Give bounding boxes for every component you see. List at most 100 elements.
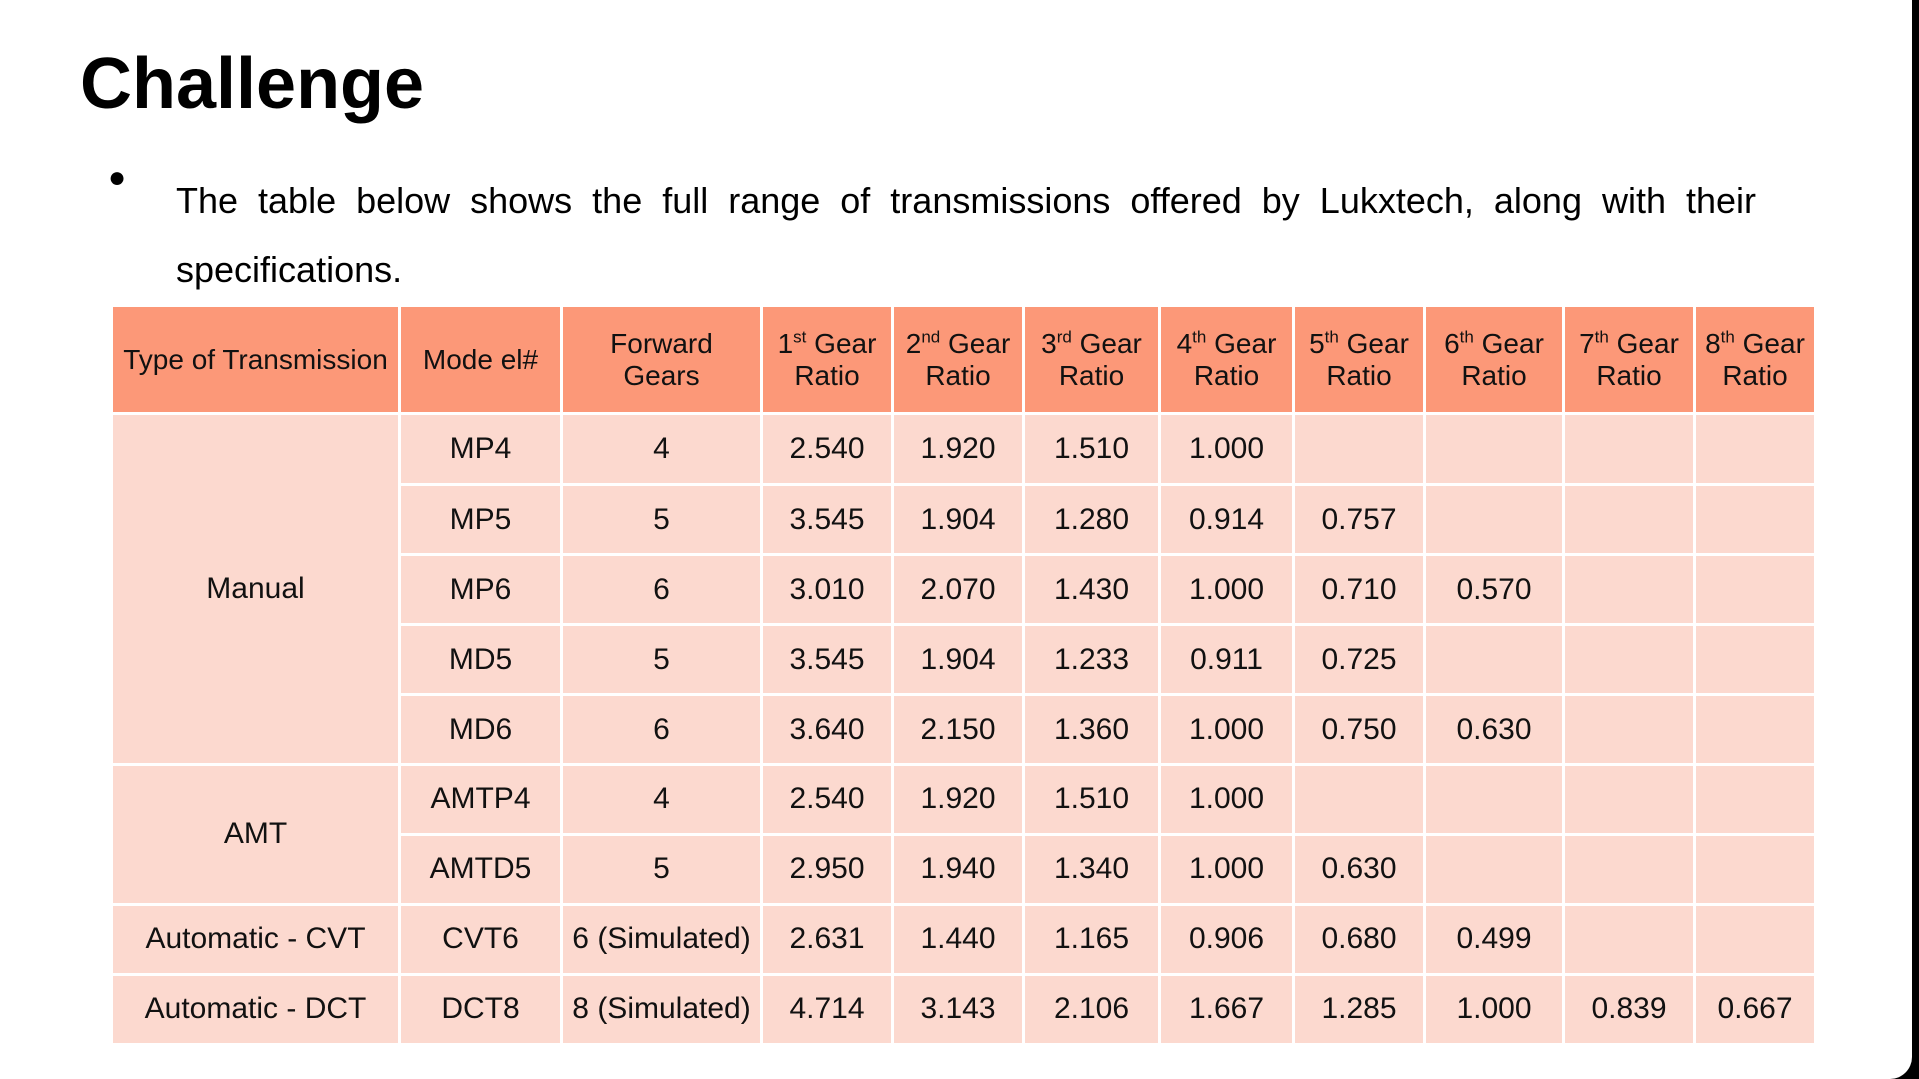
- gear-ratio-cell: 0.499: [1423, 902, 1565, 976]
- column-header: 4th Gear Ratio: [1158, 304, 1295, 415]
- column-header-tail: Gear Ratio: [1058, 327, 1142, 391]
- table-row: Automatic - DCT DCT8 8 (Simulated) 4.714 3.1…: [110, 972, 1817, 1047]
- transmission-table: Type of Transmission Mode el# Forward Gears…: [110, 304, 1817, 1047]
- transmission-type-cell: Automatic - CVT: [110, 902, 401, 976]
- gear-ratio-cell: [1423, 763, 1565, 836]
- gear-ratio-cell: 1.340: [1022, 832, 1161, 906]
- model-cell: MP6: [398, 553, 563, 627]
- gear-ratio-cell: 4.714: [760, 972, 894, 1047]
- column-header-ordinal: th: [1594, 327, 1609, 347]
- gear-ratio-cell: 1.233: [1022, 623, 1161, 697]
- gear-ratio-cell: 0.710: [1292, 553, 1426, 627]
- gear-ratio-cell: 2.631: [760, 902, 894, 976]
- column-header-ordinal: th: [1459, 327, 1474, 347]
- column-header-tail: Gear Ratio: [925, 327, 1011, 391]
- gear-ratio-cell: [1423, 623, 1565, 697]
- table-row: AMT AMTP4 4 2.540 1.920 1.510 1.000: [110, 763, 1817, 906]
- column-header-tail: Gear Ratio: [794, 327, 877, 391]
- table-header-row: Type of Transmission Mode el# Forward Gears…: [110, 304, 1817, 415]
- table-row: Automatic - CVT CVT6 6 (Simulated) 2.631 1.4…: [110, 902, 1817, 976]
- column-header: 3rd Gear Ratio: [1022, 304, 1161, 415]
- table-row: MD5 5 3.545 1.904 1.233 0.911 0.725: [112, 623, 1817, 697]
- column-header-label: Type of Transmission: [123, 343, 388, 375]
- transmission-type-cell: AMT: [110, 763, 401, 906]
- column-header-tail: Gear Ratio: [1596, 327, 1679, 391]
- forward-gears-cell: 6: [560, 553, 763, 627]
- gear-ratio-cell: [1562, 623, 1696, 697]
- column-header-label: Mode el#: [422, 343, 539, 375]
- gear-ratio-cell: 0.680: [1292, 902, 1426, 976]
- gear-ratio-cell: [1562, 693, 1696, 766]
- gear-ratio-cell: [1693, 902, 1817, 976]
- column-header-ordinal: nd: [921, 327, 941, 347]
- gear-ratio-cell: [1562, 411, 1696, 487]
- gear-ratio-cell: 1.000: [1158, 693, 1295, 766]
- column-header-ordinal: th: [1720, 327, 1735, 347]
- gear-ratio-cell: 1.280: [1022, 483, 1161, 557]
- column-header: 8th Gear Ratio: [1693, 304, 1817, 415]
- column-header-tail: Gear Ratio: [1193, 327, 1277, 391]
- column-header-label: 4: [1176, 327, 1193, 359]
- gear-ratio-cell: 1.430: [1022, 553, 1161, 627]
- column-header-tail: Gear Ratio: [1722, 327, 1805, 391]
- gear-ratio-cell: 3.545: [760, 483, 894, 557]
- gear-ratio-cell: 2.150: [891, 693, 1025, 766]
- model-cell: AMTD5: [398, 832, 563, 906]
- forward-gears-cell: 6 (Simulated): [560, 902, 763, 976]
- table-row: MD6 6 3.640 2.150 1.360 1.000 0.750 0.630: [112, 693, 1817, 766]
- column-header: 1st Gear Ratio: [760, 304, 894, 415]
- column-header-tail: Gear Ratio: [1461, 327, 1544, 391]
- column-header: 6th Gear Ratio: [1423, 304, 1565, 415]
- gear-ratio-cell: 1.000: [1158, 411, 1295, 487]
- gear-ratio-cell: 1.360: [1022, 693, 1161, 766]
- gear-ratio-cell: [1693, 693, 1817, 766]
- column-header-ordinal: st: [793, 327, 807, 347]
- column-header-label: 6: [1444, 327, 1460, 359]
- gear-ratio-cell: 3.010: [760, 553, 894, 627]
- column-header: 2nd Gear Ratio: [891, 304, 1025, 415]
- gear-ratio-cell: 2.106: [1022, 972, 1161, 1047]
- gear-ratio-cell: 2.540: [760, 763, 894, 836]
- gear-ratio-cell: 1.000: [1158, 832, 1295, 906]
- table-row: AMTD5 5 2.950 1.940 1.340 1.000 0.630: [112, 832, 1817, 906]
- gear-ratio-cell: 3.143: [891, 972, 1025, 1047]
- gear-ratio-cell: 1.667: [1158, 972, 1295, 1047]
- gear-ratio-cell: 3.545: [760, 623, 894, 697]
- model-cell: MP5: [398, 483, 563, 557]
- forward-gears-cell: 4: [560, 411, 763, 487]
- column-header: Mode el#: [398, 304, 563, 415]
- column-header-tail: Gear Ratio: [1326, 327, 1409, 391]
- gear-ratio-cell: 1.000: [1158, 763, 1295, 836]
- gear-ratio-cell: [1562, 553, 1696, 627]
- gear-ratio-cell: 1.920: [891, 763, 1025, 836]
- column-header-label: 2: [905, 327, 922, 359]
- column-header: Type of Transmission: [110, 304, 401, 415]
- column-header-ordinal: th: [1324, 327, 1339, 347]
- gear-ratio-cell: [1693, 553, 1817, 627]
- model-cell: MD6: [398, 693, 563, 766]
- model-cell: MD5: [398, 623, 563, 697]
- gear-ratio-cell: 0.630: [1423, 693, 1565, 766]
- forward-gears-cell: 5: [560, 623, 763, 697]
- forward-gears-cell: 8 (Simulated): [560, 972, 763, 1047]
- model-cell: DCT8: [398, 972, 563, 1047]
- gear-ratio-cell: 1.510: [1022, 763, 1161, 836]
- gear-ratio-cell: [1562, 832, 1696, 906]
- gear-ratio-cell: 0.911: [1158, 623, 1295, 697]
- model-cell: MP4: [398, 411, 563, 487]
- gear-ratio-cell: 1.285: [1292, 972, 1426, 1047]
- forward-gears-cell: 5: [560, 832, 763, 906]
- gear-ratio-cell: [1693, 623, 1817, 697]
- gear-ratio-cell: 0.667: [1693, 972, 1817, 1047]
- column-header: Forward Gears: [560, 304, 763, 415]
- gear-ratio-cell: 0.750: [1292, 693, 1426, 766]
- gear-ratio-cell: 1.920: [891, 411, 1025, 487]
- gear-ratio-cell: 3.640: [760, 693, 894, 766]
- gear-ratio-cell: 1.440: [891, 902, 1025, 976]
- gear-ratio-cell: 2.950: [760, 832, 894, 906]
- column-header-label: 7: [1579, 327, 1595, 359]
- forward-gears-cell: 6: [560, 693, 763, 766]
- gear-ratio-cell: 1.940: [891, 832, 1025, 906]
- gear-ratio-cell: 0.630: [1292, 832, 1426, 906]
